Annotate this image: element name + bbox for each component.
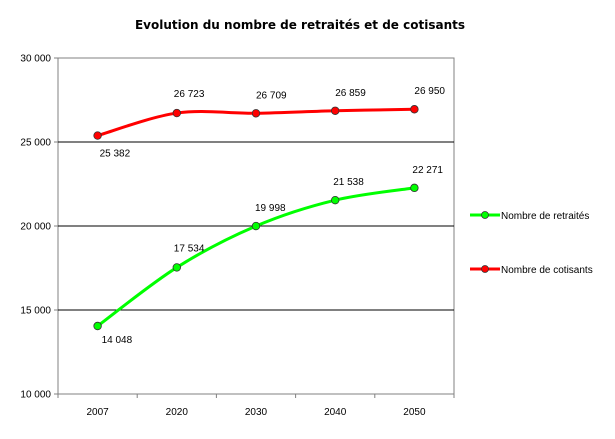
series-group — [93, 105, 419, 331]
x-tick-label: 2040 — [324, 407, 347, 418]
x-tick-label: 2020 — [166, 407, 189, 418]
legend-swatch-marker — [481, 211, 489, 219]
data-point — [410, 183, 419, 193]
y-tick-label: 20 000 — [20, 222, 51, 233]
data-label: 19 998 — [255, 203, 286, 214]
data-point — [410, 105, 419, 114]
y-tick-label: 15 000 — [20, 306, 51, 317]
legend-label: Nombre de retraités — [501, 211, 589, 222]
x-tick-label: 2050 — [403, 407, 426, 418]
data-label: 26 723 — [174, 89, 205, 100]
x-tick-label: 2030 — [245, 407, 268, 418]
data-point — [251, 221, 261, 231]
data-label: 21 538 — [333, 177, 364, 188]
data-labels: 14 048 17 534 19 998 21 538 22 271 25 382 26 7… — [100, 86, 446, 346]
data-label: 26 709 — [256, 90, 287, 101]
data-label: 14 048 — [102, 335, 133, 346]
data-point — [172, 263, 181, 272]
data-point — [331, 195, 340, 205]
data-label: 25 382 — [100, 149, 131, 160]
y-tick-label: 30 000 — [20, 54, 51, 65]
data-label: 26 859 — [335, 88, 366, 99]
y-tick-label: 10 000 — [20, 390, 51, 401]
data-label: 26 950 — [414, 86, 445, 97]
axes: 10 000 15 000 20 000 25 000 30 000 2007 2020 20… — [20, 54, 455, 418]
data-point — [172, 108, 181, 118]
data-point — [251, 109, 261, 118]
data-point — [93, 321, 102, 331]
legend: Nombre de retraités Nombre de cotisants — [470, 211, 593, 276]
data-point — [93, 131, 102, 140]
legend-swatch-marker — [481, 265, 489, 273]
data-label: 22 271 — [412, 165, 443, 176]
y-tick-label: 25 000 — [20, 138, 51, 149]
data-point — [331, 106, 340, 115]
legend-label: Nombre de cotisants — [501, 265, 593, 276]
x-tick-label: 2007 — [86, 407, 109, 418]
chart-title: Evolution du nombre de retraités et de c… — [135, 18, 465, 32]
data-label: 17 534 — [174, 243, 205, 254]
